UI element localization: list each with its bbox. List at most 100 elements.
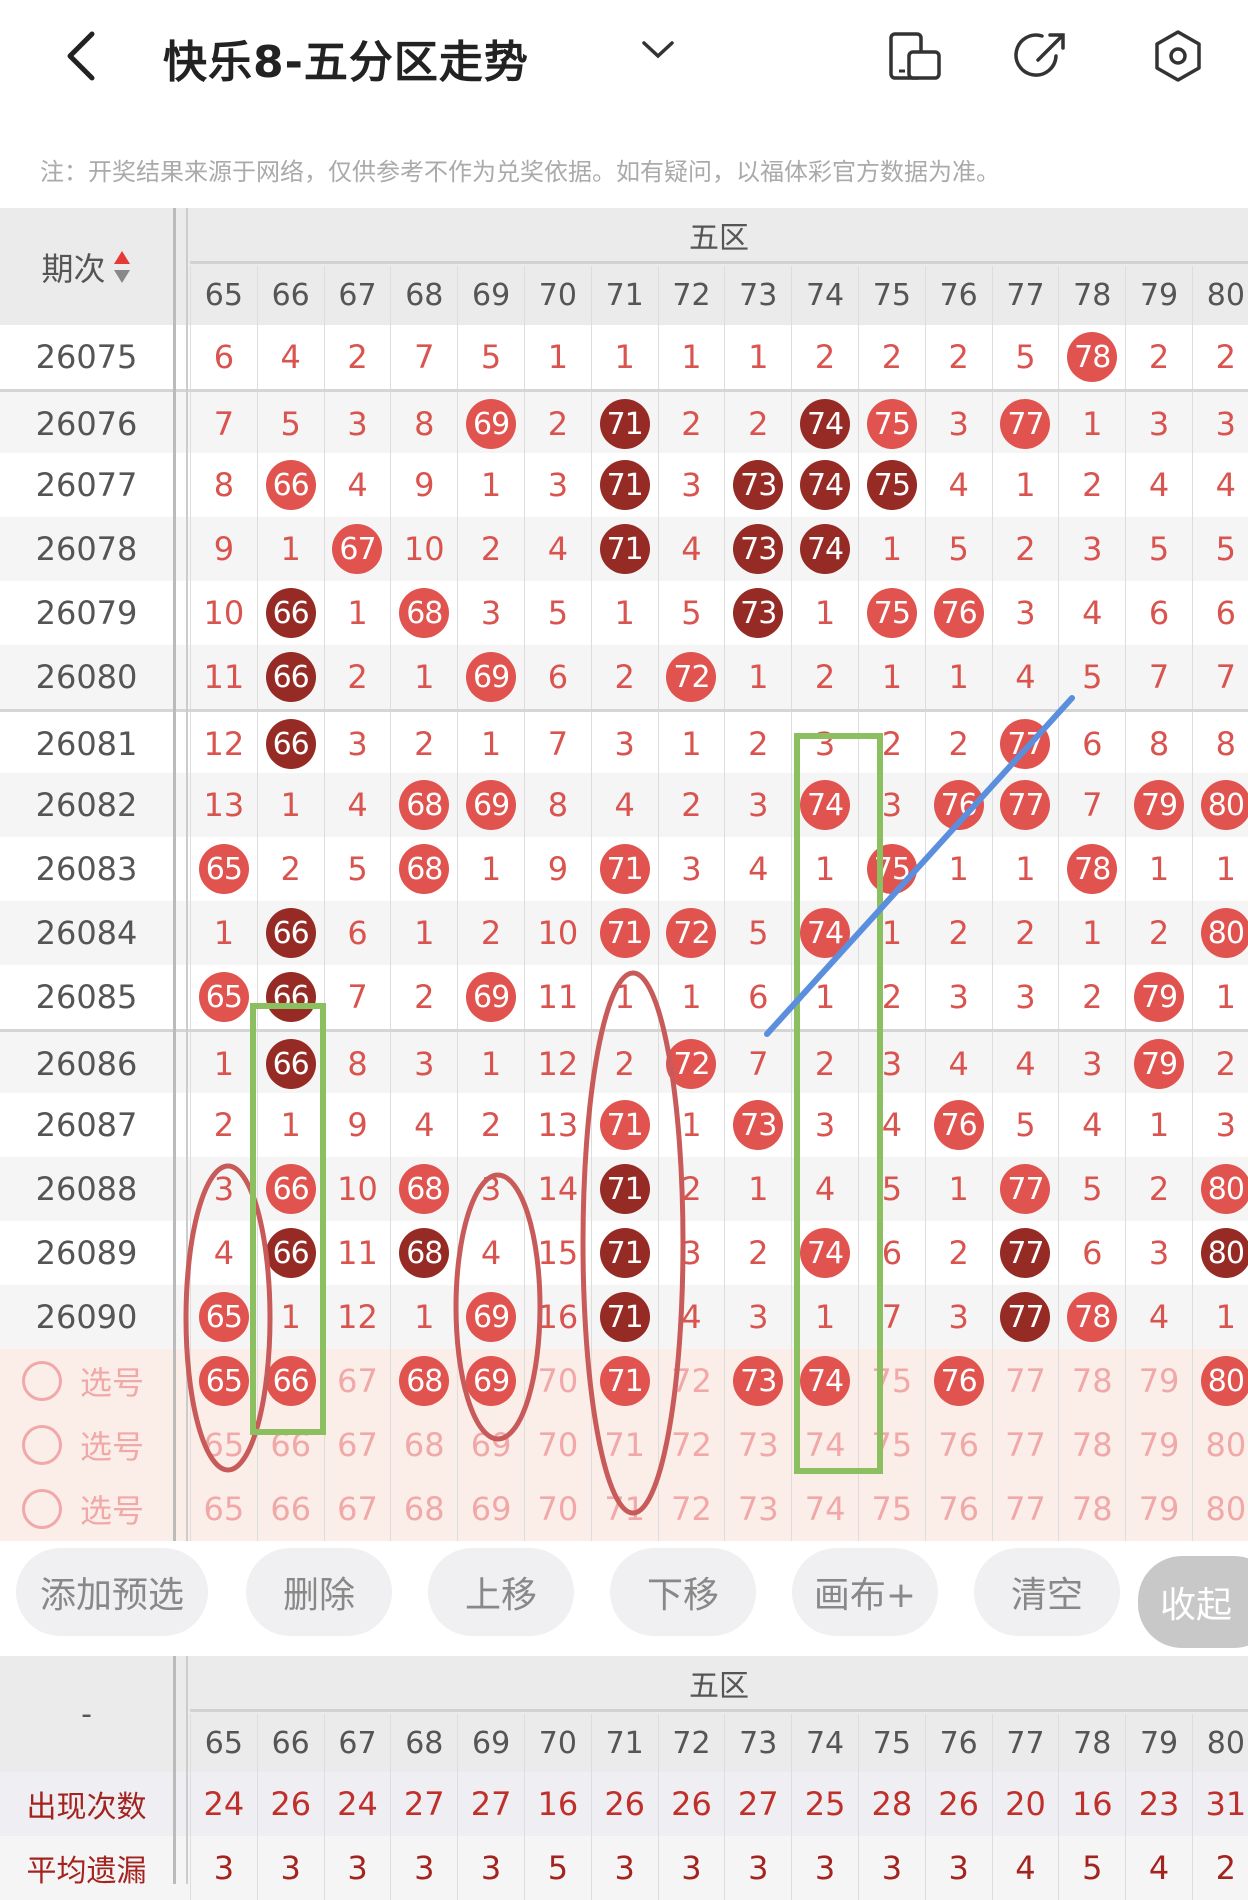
select-number-cell[interactable]: 68 xyxy=(390,1477,457,1541)
trend-cell: 77 xyxy=(991,712,1059,776)
select-number-cell[interactable]: 69 xyxy=(457,1477,524,1541)
radio-button[interactable] xyxy=(22,1489,62,1529)
page-title[interactable]: 快乐8-五分区走势 xyxy=(163,37,529,88)
radio-button[interactable] xyxy=(22,1361,62,1401)
select-number-cell[interactable]: 79 xyxy=(1125,1477,1192,1541)
select-number-cell[interactable]: 66 xyxy=(256,1349,324,1413)
select-number-cell[interactable]: 71 xyxy=(590,1477,658,1541)
select-number-cell[interactable]: 77 xyxy=(991,1413,1059,1477)
hit-ball: 66 xyxy=(265,1164,316,1214)
select-number-cell[interactable]: 78 xyxy=(1058,1413,1125,1477)
select-number-cell[interactable]: 69 xyxy=(457,1349,524,1413)
select-number-cell[interactable]: 77 xyxy=(991,1349,1059,1413)
trend-cell: 2 xyxy=(1058,965,1125,1029)
divider xyxy=(173,1656,176,1884)
hit-ball: 80 xyxy=(1200,780,1248,830)
trend-cell: 3 xyxy=(657,453,725,517)
repeat-hit-ball: 66 xyxy=(265,652,316,702)
trend-cell: 6 xyxy=(857,1221,925,1285)
select-number-cell[interactable]: 65 xyxy=(190,1349,257,1413)
trend-cell: 6 xyxy=(1191,581,1248,645)
trend-cell: 16 xyxy=(523,1285,591,1349)
trend-cell: 68 xyxy=(390,581,457,645)
select-number-cell[interactable]: 65 xyxy=(190,1413,257,1477)
column-header: 68 xyxy=(390,266,457,325)
selected-number-ball[interactable]: 66 xyxy=(265,1356,316,1406)
select-number-cell[interactable]: 67 xyxy=(323,1413,391,1477)
trend-cell: 6 xyxy=(523,645,591,709)
select-number-cell[interactable]: 73 xyxy=(724,1477,791,1541)
phone-layout-icon[interactable] xyxy=(885,26,945,86)
selected-number-ball[interactable]: 76 xyxy=(933,1356,984,1406)
trend-cell: 3 xyxy=(991,581,1059,645)
select-number-cell[interactable]: 67 xyxy=(323,1477,391,1541)
select-number-cell[interactable]: 80 xyxy=(1191,1413,1248,1477)
settings-hexagon-icon[interactable] xyxy=(1148,26,1208,86)
select-number-cell[interactable]: 67 xyxy=(323,1349,391,1413)
select-number-cell[interactable]: 73 xyxy=(724,1413,791,1477)
chevron-down-icon[interactable] xyxy=(640,38,676,62)
selected-number-ball[interactable]: 74 xyxy=(800,1356,851,1406)
select-number-cell[interactable]: 71 xyxy=(590,1349,658,1413)
select-number-cell[interactable]: 80 xyxy=(1191,1477,1248,1541)
select-number-cell[interactable]: 69 xyxy=(457,1413,524,1477)
select-number-cell[interactable]: 72 xyxy=(657,1413,725,1477)
selected-number-ball[interactable]: 80 xyxy=(1200,1356,1248,1406)
select-number-cell[interactable]: 74 xyxy=(791,1477,858,1541)
stats-value: 3 xyxy=(256,1836,324,1900)
collapse-button[interactable]: 收起 xyxy=(1138,1556,1248,1648)
trend-cell: 69 xyxy=(457,773,524,837)
clear-button[interactable]: 清空 xyxy=(974,1548,1120,1636)
share-icon[interactable] xyxy=(1012,26,1072,86)
hit-ball: 69 xyxy=(466,780,517,830)
trend-cell: 73 xyxy=(724,1093,791,1157)
trend-cell: 2 xyxy=(791,645,858,709)
trend-cell: 1 xyxy=(924,1157,992,1221)
delete-button[interactable]: 删除 xyxy=(246,1548,392,1636)
select-number-cell[interactable]: 68 xyxy=(390,1413,457,1477)
select-number-cell[interactable]: 80 xyxy=(1191,1349,1248,1413)
select-number-cell[interactable]: 75 xyxy=(857,1477,925,1541)
select-number-cell[interactable]: 79 xyxy=(1125,1349,1192,1413)
move-up-button[interactable]: 上移 xyxy=(428,1548,574,1636)
selected-number-ball[interactable]: 69 xyxy=(466,1356,517,1406)
select-number-cell[interactable]: 71 xyxy=(590,1413,658,1477)
select-number-cell[interactable]: 70 xyxy=(523,1477,591,1541)
select-number-cell[interactable]: 75 xyxy=(857,1413,925,1477)
trend-cell: 1 xyxy=(523,325,591,389)
repeat-hit-ball: 71 xyxy=(599,524,650,574)
trend-cell: 11 xyxy=(190,645,257,709)
select-number-cell[interactable]: 65 xyxy=(190,1477,257,1541)
select-number-cell[interactable]: 76 xyxy=(924,1477,992,1541)
select-number-cell[interactable]: 73 xyxy=(724,1349,791,1413)
select-number-cell[interactable]: 76 xyxy=(924,1349,992,1413)
select-number-cell[interactable]: 77 xyxy=(991,1477,1059,1541)
select-number-cell[interactable]: 79 xyxy=(1125,1413,1192,1477)
select-number-cell[interactable]: 70 xyxy=(523,1349,591,1413)
period-sort-header[interactable]: 期次 xyxy=(0,208,173,325)
selected-number-ball[interactable]: 65 xyxy=(198,1356,249,1406)
chevron-left-icon[interactable] xyxy=(58,28,108,84)
move-down-button[interactable]: 下移 xyxy=(610,1548,756,1636)
select-number-cell[interactable]: 75 xyxy=(857,1349,925,1413)
select-number-cell[interactable]: 72 xyxy=(657,1477,725,1541)
select-number-cell[interactable]: 78 xyxy=(1058,1349,1125,1413)
add-preselect-button[interactable]: 添加预选 xyxy=(16,1548,208,1636)
select-number-cell[interactable]: 72 xyxy=(657,1349,725,1413)
trend-cell: 2 xyxy=(991,517,1059,581)
trend-cell: 3 xyxy=(924,965,992,1029)
select-number-cell[interactable]: 70 xyxy=(523,1413,591,1477)
select-number-cell[interactable]: 74 xyxy=(791,1349,858,1413)
selected-number-ball[interactable]: 68 xyxy=(399,1356,450,1406)
selected-number-ball[interactable]: 71 xyxy=(599,1356,650,1406)
select-number-cell[interactable]: 78 xyxy=(1058,1477,1125,1541)
radio-button[interactable] xyxy=(22,1425,62,1465)
selected-number-ball[interactable]: 73 xyxy=(733,1356,784,1406)
select-number-cell[interactable]: 68 xyxy=(390,1349,457,1413)
select-number-cell[interactable]: 76 xyxy=(924,1413,992,1477)
canvas-button[interactable]: 画布+ xyxy=(792,1548,938,1636)
select-number-cell[interactable]: 74 xyxy=(791,1413,858,1477)
trend-cell: 2 xyxy=(190,1093,257,1157)
select-number-cell[interactable]: 66 xyxy=(256,1413,324,1477)
select-number-cell[interactable]: 66 xyxy=(256,1477,324,1541)
